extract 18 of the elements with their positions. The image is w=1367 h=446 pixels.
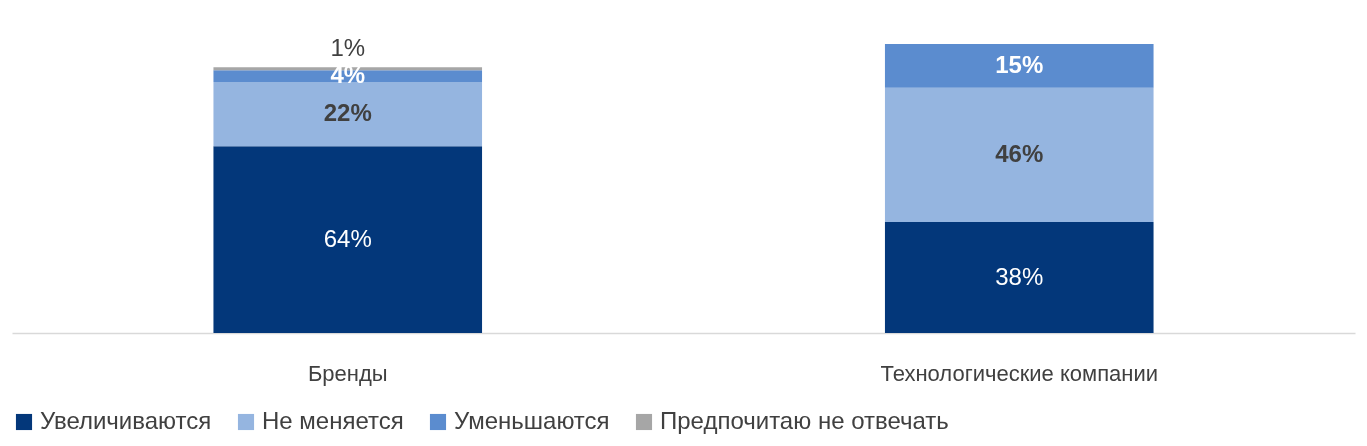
data-label: 22% — [323, 99, 372, 127]
data-label: 15% — [995, 50, 1044, 78]
data-label: 1% — [330, 34, 366, 62]
x-tick-label: Бренды — [307, 360, 388, 386]
data-label: 38% — [995, 262, 1044, 290]
legend-label: Не меняется — [262, 407, 404, 434]
x-tick-label: Технологические компании — [880, 360, 1159, 386]
data-label: 4% — [330, 61, 366, 89]
data-label: 64% — [323, 224, 372, 252]
bar — [213, 146, 483, 333]
bar — [884, 87, 1154, 223]
data-label: 46% — [995, 139, 1044, 167]
legend-label: Предпочитаю не отвечать — [660, 407, 949, 434]
bar — [213, 81, 483, 147]
bar — [884, 222, 1154, 333]
legend-label: Увеличиваются — [40, 407, 212, 434]
bar — [884, 44, 1154, 88]
legend-label: Уменьшаются — [454, 407, 610, 434]
